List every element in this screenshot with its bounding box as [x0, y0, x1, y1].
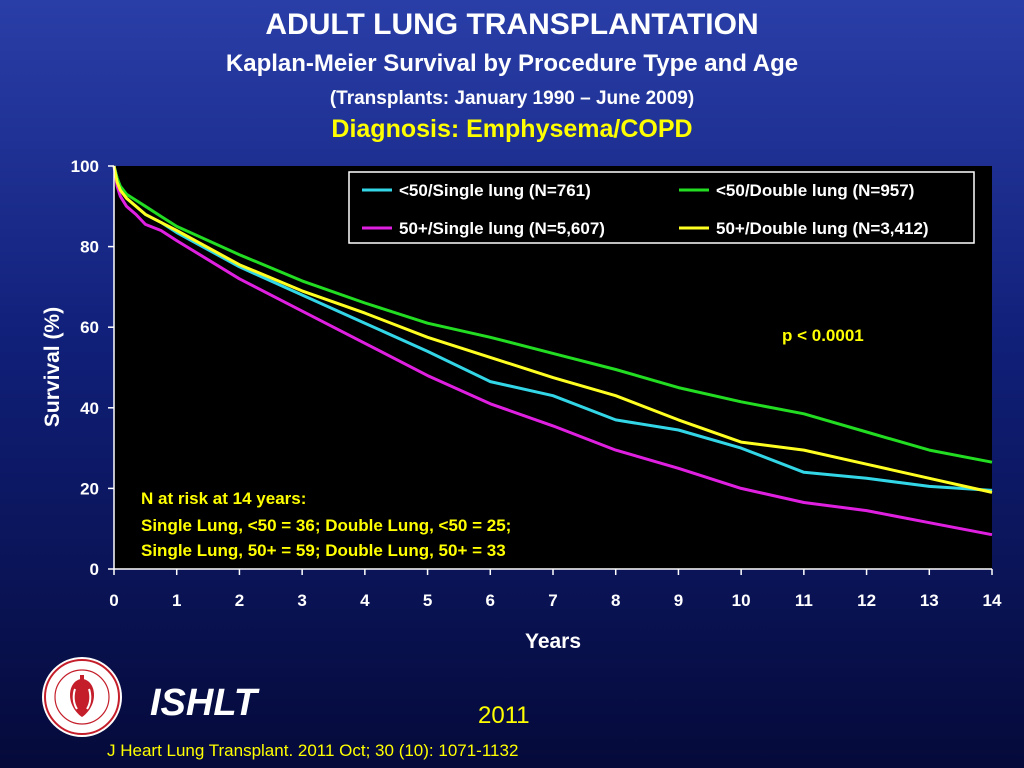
y-tick-label: 40 — [80, 399, 99, 418]
x-tick-label: 13 — [920, 591, 939, 610]
y-tick-label: 100 — [71, 157, 99, 176]
publication-year: 2011 — [478, 702, 530, 729]
p-value: p < 0.0001 — [782, 326, 864, 345]
x-tick-label: 9 — [674, 591, 683, 610]
risk-note-line: N at risk at 14 years: — [141, 489, 306, 508]
x-tick-label: 7 — [548, 591, 557, 610]
plot-lines — [112, 165, 993, 537]
y-tick-label: 60 — [80, 318, 99, 337]
x-tick-label: 8 — [611, 591, 620, 610]
x-tick-label: 1 — [172, 591, 181, 610]
legend-label: 50+/Single lung (N=5,607) — [399, 219, 605, 238]
legend-label: <50/Single lung (N=761) — [399, 181, 591, 200]
series-line-2 — [112, 165, 993, 464]
y-tick-label: 80 — [80, 238, 99, 257]
transplant-period: (Transplants: January 1990 – June 2009) — [329, 88, 695, 109]
x-axis-label: Years — [525, 630, 581, 653]
series-line-3 — [112, 165, 993, 537]
x-tick-label: 12 — [857, 591, 876, 610]
legend-label: 50+/Double lung (N=3,412) — [716, 219, 929, 238]
x-tick-label: 3 — [297, 591, 306, 610]
diagnosis-label: Diagnosis: Emphysema/COPD — [331, 115, 693, 143]
risk-note: N at risk at 14 years: Single Lung, <50 … — [141, 489, 511, 560]
slide-title: ADULT LUNG TRANSPLANTATION — [265, 8, 759, 41]
citation: J Heart Lung Transplant. 2011 Oct; 30 (1… — [107, 741, 519, 760]
legend: <50/Single lung (N=761) <50/Double lung (… — [348, 171, 975, 244]
legend-label: <50/Double lung (N=957) — [716, 181, 914, 200]
x-tick-label: 11 — [795, 591, 813, 610]
series-line-4 — [112, 165, 993, 494]
x-tick-label: 0 — [109, 591, 118, 610]
x-tick-label: 5 — [423, 591, 432, 610]
y-tick-label: 0 — [90, 560, 99, 579]
x-tick-label: 4 — [360, 591, 370, 610]
risk-note-line: Single Lung, <50 = 36; Double Lung, <50 … — [141, 516, 511, 535]
ishlt-wordmark: ISHLT — [150, 682, 257, 724]
slide-subtitle: Kaplan-Meier Survival by Procedure Type … — [225, 50, 799, 77]
x-tick-label: 10 — [732, 591, 751, 610]
y-tick-label: 20 — [80, 479, 99, 498]
legend-box — [348, 171, 975, 244]
y-axis-label: Survival (%) — [41, 307, 64, 427]
risk-note-line: Single Lung, 50+ = 59; Double Lung, 50+ … — [141, 541, 506, 560]
x-tick-label: 2 — [235, 591, 244, 610]
ishlt-seal-logo — [42, 657, 122, 737]
x-tick-label: 6 — [486, 591, 495, 610]
x-tick-label: 14 — [983, 591, 1002, 610]
